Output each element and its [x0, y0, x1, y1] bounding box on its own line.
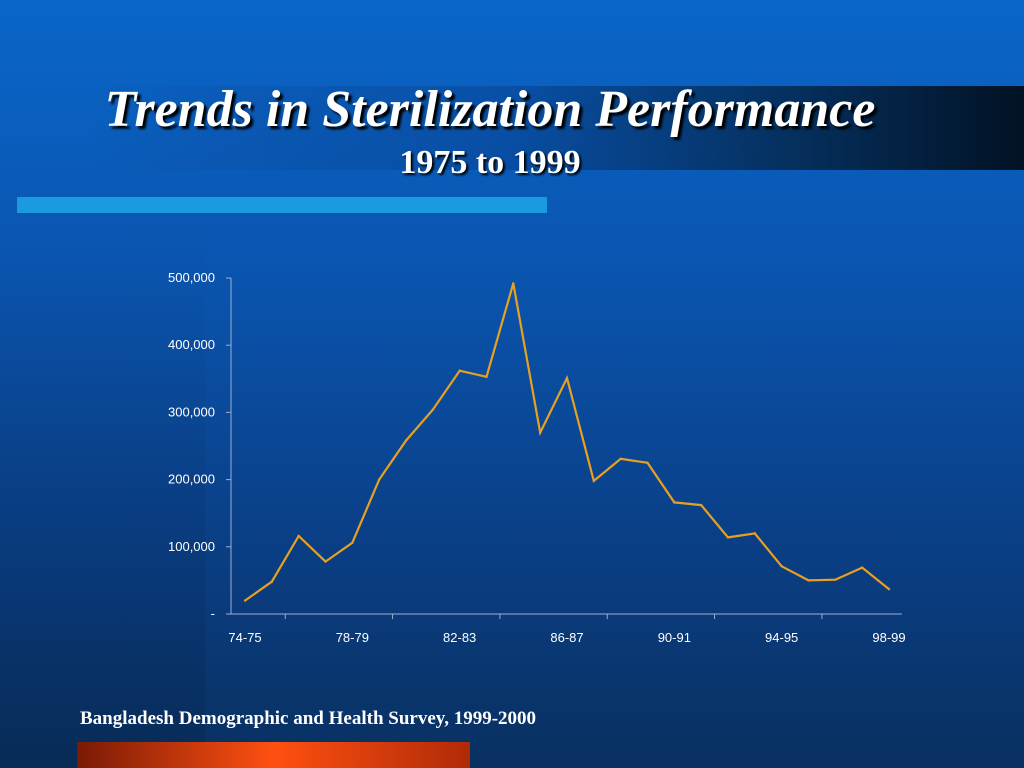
data-point	[699, 503, 703, 507]
source-note: Bangladesh Demographic and Health Survey…	[80, 708, 537, 729]
data-point	[646, 461, 649, 464]
data-point	[512, 282, 515, 285]
data-point	[324, 560, 327, 563]
y-tick-label: -	[211, 606, 215, 621]
data-point	[243, 599, 247, 602]
x-tick-label: 86-87	[550, 630, 583, 645]
data-point	[404, 439, 408, 442]
y-tick-label: 200,000	[168, 472, 215, 487]
data-point	[565, 376, 569, 380]
x-tick-label: 78-79	[336, 630, 369, 645]
x-tick-label: 74-75	[228, 630, 261, 645]
data-point	[297, 534, 300, 538]
x-tick-label: 94-95	[765, 630, 798, 645]
x-tick-label: 82-83	[443, 630, 476, 645]
left-shade-panel	[0, 215, 205, 768]
slide-title: Trends in Sterilization Performance	[104, 81, 876, 138]
data-point	[538, 431, 542, 434]
data-point	[887, 587, 891, 591]
series-line	[244, 283, 890, 602]
x-tick-label: 98-99	[872, 630, 905, 645]
data-point	[726, 536, 730, 539]
footer-bar	[77, 742, 470, 768]
data-point	[431, 408, 435, 411]
data-point	[351, 541, 354, 544]
data-point	[807, 579, 810, 582]
data-point	[834, 578, 837, 581]
data-point	[458, 369, 461, 372]
y-tick-label: 100,000	[168, 539, 215, 554]
slide-subtitle: 1975 to 1999	[399, 144, 581, 181]
data-point	[673, 501, 676, 504]
y-tick-label: 300,000	[168, 404, 215, 419]
title-band	[85, 86, 1024, 170]
data-point	[485, 375, 488, 378]
data-point	[619, 457, 622, 460]
data-point	[270, 580, 274, 583]
y-tick-label: 500,000	[168, 270, 215, 285]
y-tick-label: 400,000	[168, 337, 215, 352]
data-point	[377, 478, 381, 481]
data-point	[753, 532, 757, 535]
data-point	[780, 565, 783, 568]
accent-bar	[17, 197, 547, 213]
x-tick-label: 90-91	[658, 630, 691, 645]
data-point	[592, 479, 596, 483]
data-point	[860, 566, 864, 569]
